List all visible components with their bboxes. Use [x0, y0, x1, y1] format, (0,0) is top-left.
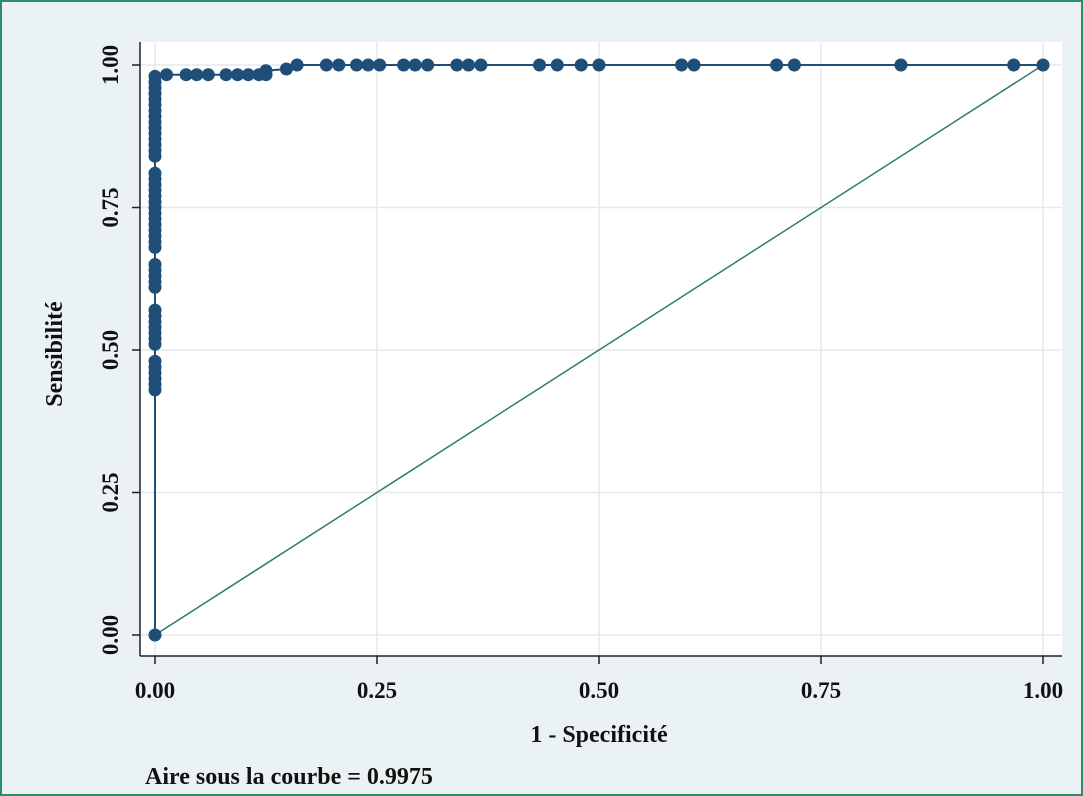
- x-tick-label-2: 0.50: [579, 678, 619, 703]
- roc-point-71: [533, 58, 547, 72]
- y-tick-label-0: 0.00: [98, 615, 123, 655]
- roc-point-50: [190, 68, 204, 82]
- roc-point-67: [421, 58, 435, 72]
- roc-point-80: [1007, 58, 1021, 72]
- x-tick-label-1: 0.25: [357, 678, 397, 703]
- roc-point-75: [675, 58, 689, 72]
- roc-point-76: [687, 58, 701, 72]
- roc-point-64: [373, 58, 387, 72]
- x-axis-label: 1 - Specificité: [530, 722, 668, 748]
- roc-point-0: [148, 628, 162, 642]
- roc-point-65: [397, 58, 411, 72]
- y-tick-label-3: 0.75: [98, 187, 123, 227]
- auc-annotation: Aire sous la courbe = 0.9975: [145, 764, 433, 790]
- roc-point-59: [290, 58, 304, 72]
- reference-line-layer: [154, 64, 1044, 636]
- tick-labels: 0.00 0.00 0.25 0.25 0.50 0.50 0.75 0.75 1.00 1.00: [98, 45, 1063, 703]
- roc-point-6: [148, 354, 162, 368]
- roc-point-49: [179, 68, 193, 82]
- roc-point-58: [279, 62, 293, 76]
- y-axis-label: Sensibilité: [42, 301, 68, 407]
- roc-point-74: [592, 58, 606, 72]
- roc-point-13: [148, 303, 162, 317]
- roc-point-54: [241, 68, 255, 82]
- roc-point-81: [1036, 58, 1050, 72]
- roc-point-57: [259, 64, 273, 78]
- roc-curve-layer: [148, 58, 1050, 642]
- roc-point-61: [332, 58, 346, 72]
- y-tick-label-4: 1.00: [98, 45, 123, 85]
- roc-point-32: [148, 166, 162, 180]
- x-tick-label-0: 0.00: [135, 678, 175, 703]
- roc-point-78: [787, 58, 801, 72]
- roc-point-72: [550, 58, 564, 72]
- roc-point-53: [231, 68, 245, 82]
- roc-point-70: [474, 58, 488, 72]
- x-tick-label-4: 1.00: [1023, 678, 1063, 703]
- roc-point-63: [361, 58, 375, 72]
- reference-diagonal-line: [154, 64, 1044, 636]
- y-tick-label-1: 0.25: [98, 472, 123, 512]
- roc-point-52: [219, 68, 233, 82]
- roc-point-79: [894, 58, 908, 72]
- roc-point-62: [350, 58, 364, 72]
- roc-point-66: [408, 58, 422, 72]
- y-tick-label-2: 0.50: [98, 330, 123, 370]
- roc-point-69: [461, 58, 475, 72]
- axes: [132, 42, 1062, 664]
- roc-point-47: [148, 69, 162, 83]
- roc-point-77: [770, 58, 784, 72]
- roc-point-18: [148, 258, 162, 271]
- roc-point-60: [319, 58, 333, 72]
- x-tick-label-3: 0.75: [801, 678, 841, 703]
- roc-point-73: [574, 58, 588, 72]
- roc-point-48: [160, 68, 174, 82]
- roc-point-68: [450, 58, 464, 72]
- roc-point-51: [201, 68, 215, 82]
